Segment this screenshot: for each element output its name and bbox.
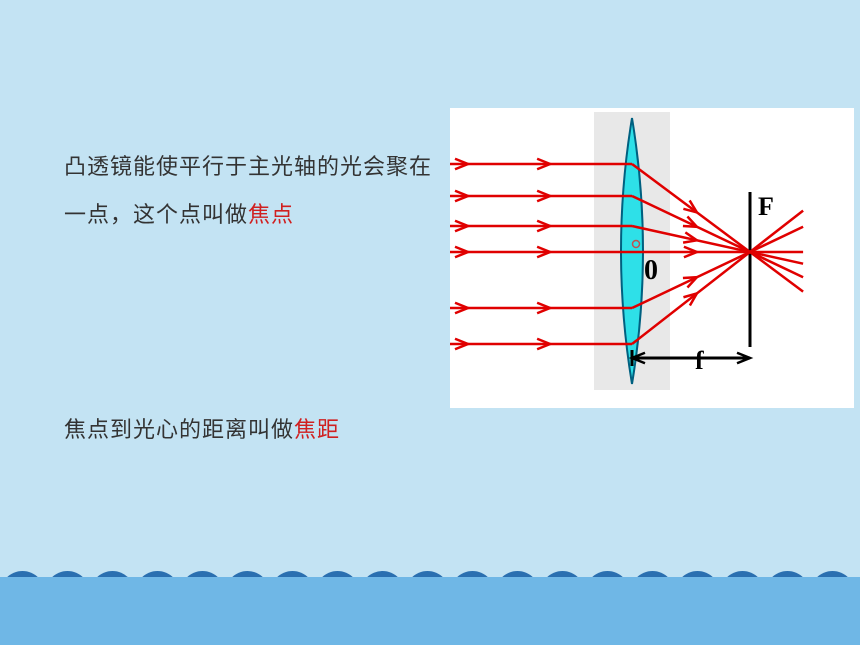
label-focal-point: F	[758, 192, 774, 222]
text-pre-2: 焦点到光心的距离叫做	[64, 417, 294, 442]
definition-focal-length: 焦点到光心的距离叫做焦距	[64, 406, 444, 454]
definition-focal-point: 凸透镜能使平行于主光轴的光会聚在一点，这个点叫做焦点	[64, 143, 444, 240]
lens-diagram: 0 F f	[450, 108, 854, 408]
label-focal-length: f	[695, 346, 704, 376]
text-hl-1: 焦点	[248, 202, 294, 227]
text-hl-2: 焦距	[294, 417, 340, 442]
footer-band	[0, 577, 860, 645]
label-optical-center: 0	[644, 255, 658, 287]
